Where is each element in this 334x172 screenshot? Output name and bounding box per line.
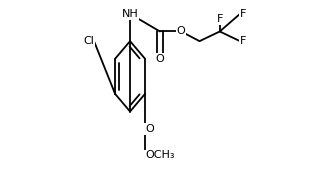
Text: OCH₃: OCH₃: [145, 150, 174, 160]
Text: Cl: Cl: [83, 36, 94, 46]
Text: NH: NH: [122, 9, 138, 19]
Text: F: F: [240, 36, 246, 46]
Text: F: F: [216, 14, 223, 24]
Text: O: O: [145, 124, 154, 134]
Text: O: O: [156, 54, 164, 64]
Text: O: O: [177, 26, 185, 36]
Text: F: F: [240, 9, 246, 19]
